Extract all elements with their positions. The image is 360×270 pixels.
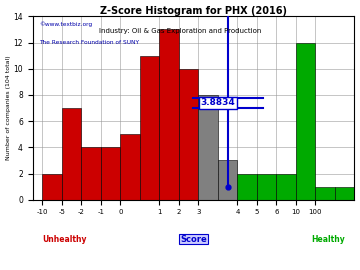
Bar (101, 147, 121, 200)
Bar (62, 108, 81, 200)
Bar (238, 174, 257, 200)
Bar (140, 56, 159, 200)
Bar (296, 43, 315, 200)
Text: Score: Score (180, 235, 207, 244)
Bar (315, 187, 335, 200)
Title: Z-Score Histogram for PHX (2016): Z-Score Histogram for PHX (2016) (100, 6, 287, 16)
Bar (218, 160, 238, 200)
Text: Healthy: Healthy (311, 235, 345, 244)
Text: Unhealthy: Unhealthy (42, 235, 87, 244)
Bar (179, 69, 198, 200)
Y-axis label: Number of companies (104 total): Number of companies (104 total) (5, 56, 10, 160)
Bar (198, 95, 218, 200)
Bar (121, 134, 140, 200)
Text: The Research Foundation of SUNY: The Research Foundation of SUNY (39, 40, 139, 45)
Text: 3.8834: 3.8834 (201, 98, 235, 107)
Bar (42, 174, 62, 200)
Bar (257, 174, 276, 200)
Text: ©www.textbiz.org: ©www.textbiz.org (39, 22, 92, 28)
Bar (159, 29, 179, 200)
Text: Industry: Oil & Gas Exploration and Production: Industry: Oil & Gas Exploration and Prod… (99, 28, 261, 34)
Bar (335, 187, 355, 200)
Bar (276, 174, 296, 200)
Bar (81, 147, 101, 200)
